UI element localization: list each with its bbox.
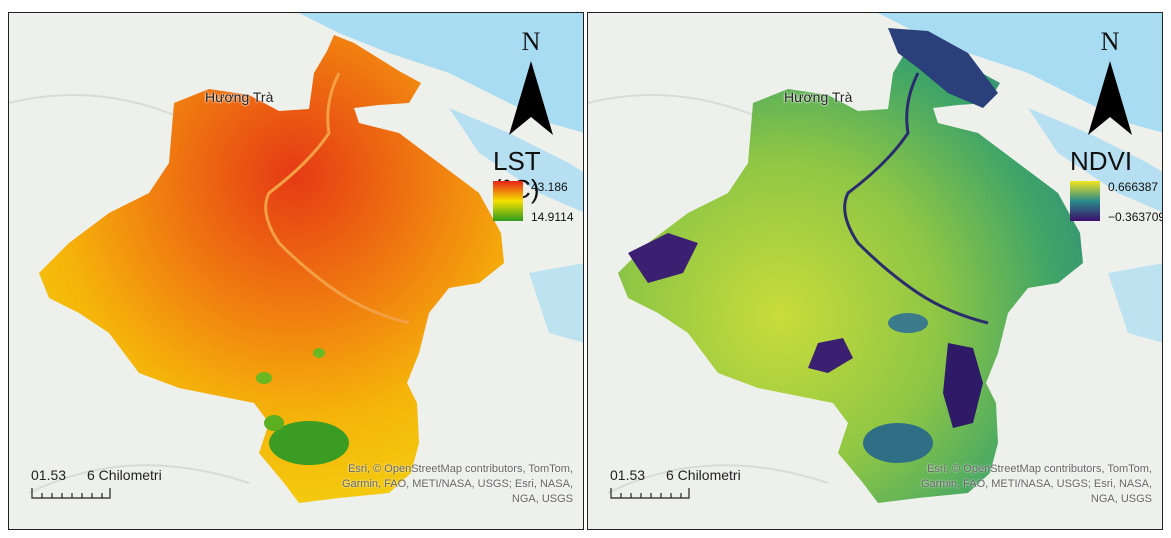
ndvi-legend: NDVI 0.666387 −0.363709 — [1070, 147, 1162, 237]
map-attribution: Esri, © OpenStreetMap contributors, TomT… — [920, 463, 1152, 505]
legend-title: NDVI — [1070, 146, 1133, 176]
place-label-huong-tra: Hương Trà — [205, 89, 274, 105]
north-arrow-icon — [509, 61, 553, 135]
scale-bar: 01.53 6 Chilometri — [610, 467, 770, 507]
low-ndvi-reservoir — [628, 233, 698, 283]
scale-bar-graphic — [610, 488, 690, 499]
legend-min: 14.9114 — [531, 210, 574, 224]
legend-max: 43.186 — [531, 180, 568, 194]
lagoon-area — [449, 108, 583, 213]
forest-patch — [863, 423, 933, 463]
scale-bar: 01.53 6 Chilometri — [31, 467, 191, 507]
road — [28, 464, 250, 494]
north-label: N — [521, 27, 541, 56]
river — [843, 72, 989, 325]
cool-forest-patch — [313, 348, 325, 358]
ndvi-map-panel: Hương Trà N NDVI 0.666387 −0.363709 Esri… — [587, 12, 1163, 530]
low-ndvi-reservoir — [943, 343, 983, 428]
lst-legend: LST (°C) 43.186 14.9114 — [493, 147, 583, 237]
north-arrow: N — [507, 27, 555, 137]
place-label-huong-tra: Hương Trà — [784, 89, 853, 105]
river — [264, 72, 410, 325]
lagoon-south — [1108, 263, 1162, 343]
north-arrow: N — [1086, 27, 1134, 137]
cool-forest-patch — [264, 415, 284, 431]
lst-study-area — [39, 35, 504, 503]
scale-ticks: 01.53 — [610, 467, 646, 483]
scale-unit: 6 Chilometri — [87, 467, 162, 483]
legend-min: −0.363709 — [1108, 210, 1163, 224]
sea-area — [299, 13, 583, 133]
north-label: N — [1100, 27, 1120, 56]
ndvi-map-canvas — [588, 13, 1162, 529]
lagoon-south — [529, 263, 583, 343]
low-ndvi-reservoir — [808, 338, 853, 373]
scale-ticks: 01.53 — [31, 467, 67, 483]
map-attribution: Esri, © OpenStreetMap contributors, TomT… — [341, 463, 573, 505]
legend-color-ramp — [1070, 181, 1100, 221]
north-arrow-icon — [1088, 61, 1132, 135]
lst-map-canvas — [9, 13, 583, 529]
legend-color-ramp — [493, 181, 523, 221]
scale-bar-graphic — [31, 488, 111, 499]
forest-patch — [888, 313, 928, 333]
lagoon-area — [1028, 108, 1162, 213]
scale-unit: 6 Chilometri — [666, 467, 741, 483]
legend-max: 0.666387 — [1108, 180, 1159, 194]
cool-forest-patch — [269, 421, 349, 465]
low-ndvi-coastal — [888, 28, 998, 108]
lst-map-panel: Hương Trà N LST (°C) 43.186 14.9114 Esri… — [8, 12, 584, 530]
road — [607, 464, 829, 494]
cool-forest-patch — [256, 372, 272, 384]
